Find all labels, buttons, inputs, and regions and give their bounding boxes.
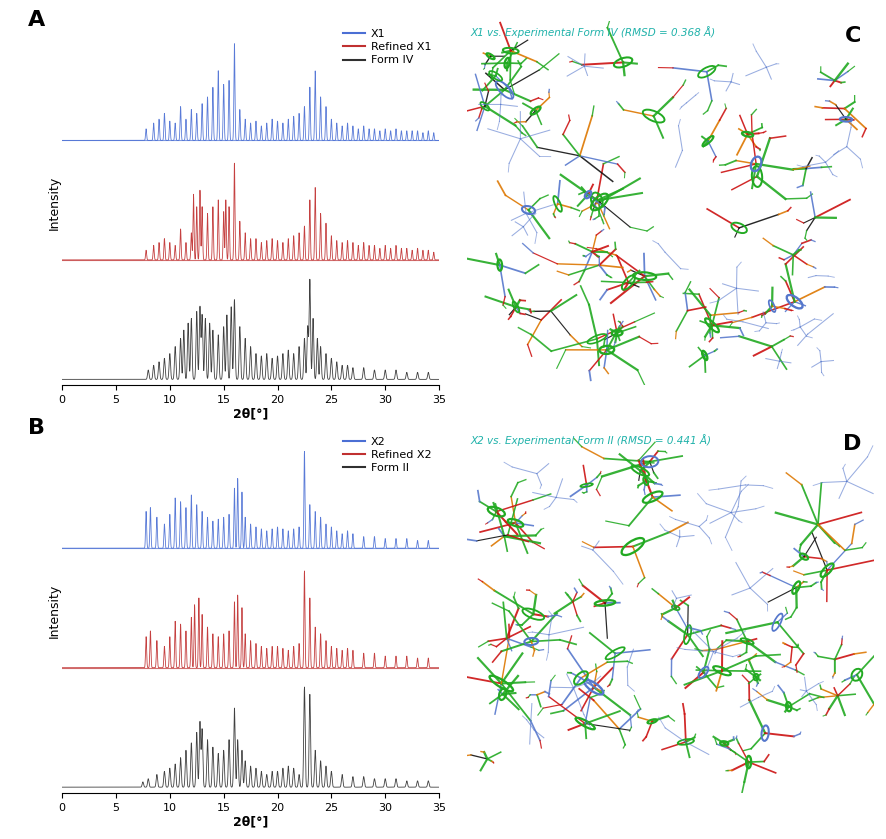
Text: C: C [844,27,860,46]
X-axis label: 2θ[°]: 2θ[°] [233,816,268,828]
Legend: X1, Refined X1, Form IV: X1, Refined X1, Form IV [340,27,433,68]
Y-axis label: Intensity: Intensity [48,176,60,230]
X-axis label: 2θ[°]: 2θ[°] [233,408,268,420]
Y-axis label: Intensity: Intensity [48,584,60,638]
Text: D: D [843,435,860,454]
Text: X2 vs. Experimental Form II (RMSD = 0.441 Å): X2 vs. Experimental Form II (RMSD = 0.44… [470,435,711,446]
Text: B: B [28,418,45,438]
Text: A: A [28,10,45,30]
Legend: X2, Refined X2, Form II: X2, Refined X2, Form II [340,435,433,476]
Text: X1 vs. Experimental Form IV (RMSD = 0.368 Å): X1 vs. Experimental Form IV (RMSD = 0.36… [470,27,715,39]
